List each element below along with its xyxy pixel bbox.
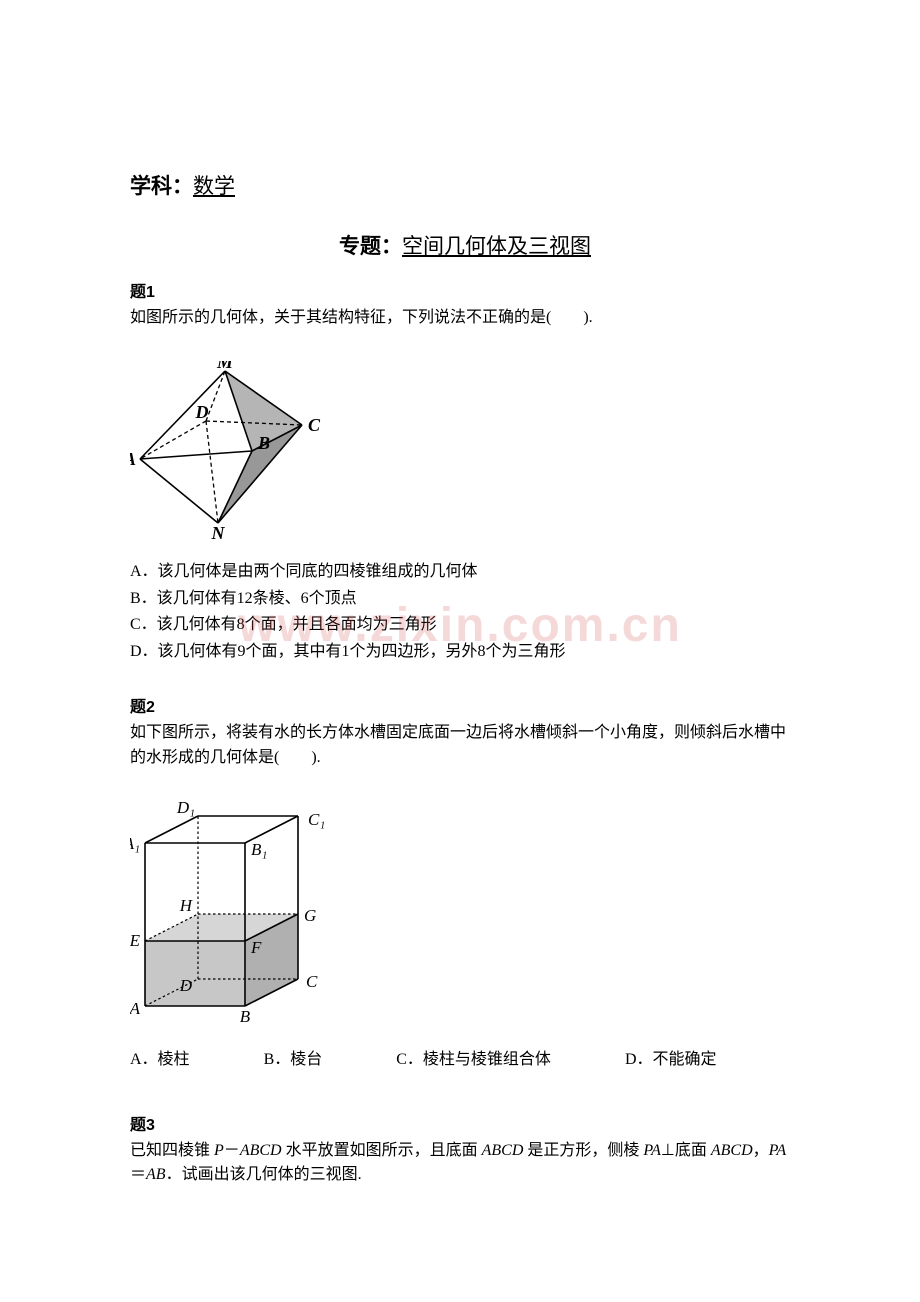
subject-line: 学科：数学 [130, 170, 790, 200]
topic-line: 专题：空间几何体及三视图 [130, 230, 790, 260]
svg-text:C₁: C₁ [308, 810, 325, 829]
q2-options: A．棱柱 B．棱台 C．棱柱与棱锥组合体 D．不能确定 [130, 1045, 790, 1069]
q1-opt-b: B．该几何体有12条棱、6个顶点 [130, 587, 790, 612]
svg-text:C: C [306, 972, 318, 991]
q3-stem: 已知四棱锥 P－ABCD 水平放置如图所示，且底面 ABCD 是正方形，侧棱 P… [130, 1139, 790, 1189]
svg-text:G: G [304, 906, 316, 925]
q1-opt-c: C．该几何体有8个面，并且各面均为三角形 [130, 613, 790, 638]
q2-opt-b: B．棱台 [264, 1045, 323, 1069]
q1-options: A．该几何体是由两个同底的四棱锥组成的几何体 B．该几何体有12条棱、6个顶点 … [130, 560, 790, 665]
topic-value: 空间几何体及三视图 [402, 234, 591, 258]
q2-opt-c: C．棱柱与棱锥组合体 [396, 1045, 551, 1069]
svg-text:A: A [130, 449, 136, 469]
svg-text:H: H [179, 896, 194, 915]
q2-stem: 如下图所示，将装有水的长方体水槽固定底面一边后将水槽倾斜一个小角度，则倾斜后水槽… [130, 721, 790, 771]
svg-text:B₁: B₁ [251, 840, 267, 859]
svg-text:B: B [240, 1007, 251, 1026]
q1-stem: 如图所示的几何体，关于其结构特征，下列说法不正确的是( ). [130, 306, 790, 331]
page: www.zixin.com.cn 学科：数学 专题：空间几何体及三视图 题1 如… [0, 0, 920, 1302]
q2-opt-d: D．不能确定 [625, 1045, 717, 1069]
svg-text:D: D [195, 402, 209, 422]
q2-opt-a: A．棱柱 [130, 1045, 190, 1069]
q1-opt-d: D．该几何体有9个面，其中有1个为四边形，另外8个为三角形 [130, 640, 790, 665]
q2-label: 题2 [130, 693, 790, 717]
svg-text:N: N [211, 523, 226, 541]
q1-diagram: M D C B A N [130, 361, 790, 546]
svg-text:D: D [179, 976, 193, 995]
q2-diagram: D₁ C₁ A₁ B₁ H G E F D C A B [130, 801, 790, 1031]
svg-text:A₁: A₁ [130, 834, 140, 853]
q1-opt-a: A．该几何体是由两个同底的四棱锥组成的几何体 [130, 560, 790, 585]
svg-text:A: A [130, 999, 141, 1018]
svg-text:C: C [308, 415, 321, 435]
q1-label: 题1 [130, 278, 790, 302]
svg-text:E: E [130, 931, 141, 950]
subject-label: 学科： [130, 175, 193, 198]
svg-text:D₁: D₁ [176, 801, 195, 817]
svg-text:F: F [250, 938, 262, 957]
subject-value: 数学 [193, 174, 235, 198]
svg-text:B: B [257, 433, 270, 453]
q3-label: 题3 [130, 1111, 790, 1135]
svg-text:M: M [216, 361, 234, 372]
topic-label: 专题： [339, 235, 402, 258]
q1-svg: M D C B A N [130, 361, 330, 541]
q2-svg: D₁ C₁ A₁ B₁ H G E F D C A B [130, 801, 340, 1026]
